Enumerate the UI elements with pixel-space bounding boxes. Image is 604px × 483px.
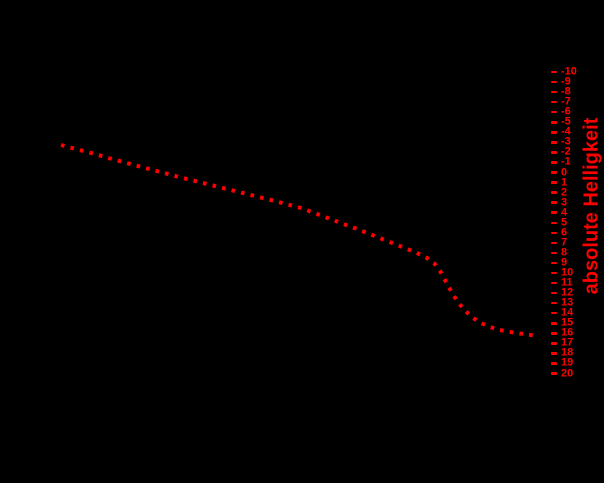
right-axis-tick-label: 14: [561, 306, 574, 319]
right-axis-tick: [550, 181, 557, 184]
right-axis-tick: [550, 332, 557, 335]
right-axis-tick-label: 0: [561, 166, 568, 178]
right-axis-tick-label: -4: [561, 125, 571, 138]
right-axis-tick-label: 7: [561, 236, 568, 249]
right-axis-tick-label: -10: [561, 65, 577, 78]
right-axis-tick-label: 1: [561, 176, 568, 189]
right-axis-tick: [550, 90, 557, 94]
dotted-data-series: [60, 143, 539, 338]
right-axis-tick: [550, 191, 557, 194]
right-axis-tick: [550, 110, 557, 114]
right-axis-tick: [550, 291, 557, 295]
right-axis-tick: [550, 311, 557, 315]
right-axis-tick: [550, 261, 557, 265]
right-axis-tick-label: -2: [561, 145, 571, 158]
right-axis-tick-label: 2: [561, 186, 568, 199]
right-axis-tick: [550, 301, 557, 305]
right-axis-tick: [550, 221, 557, 224]
right-axis-tick-label: 10: [561, 266, 574, 279]
right-axis-tick: [550, 141, 557, 144]
right-axis-tick: [550, 121, 557, 124]
right-axis-tick: [550, 231, 557, 235]
right-axis-tick-label: 8: [561, 246, 568, 259]
right-axis-tick-label: -6: [561, 105, 571, 118]
right-axis-tick-label: 17: [561, 336, 574, 349]
right-axis-tick-label: 20: [561, 367, 574, 379]
right-axis-title: absolute Helligkeit: [580, 117, 603, 295]
right-axis-tick-label: -8: [561, 85, 571, 98]
right-axis-tick: [550, 131, 557, 134]
right-axis-tick: [550, 161, 557, 164]
right-axis-tick: [550, 271, 557, 275]
right-axis-tick-label: -7: [561, 95, 571, 108]
right-axis-tick-label: -3: [561, 135, 571, 148]
right-axis-tick: [550, 171, 557, 174]
right-axis-tick-label: -1: [561, 155, 571, 168]
right-axis-tick-label: 11: [561, 276, 573, 289]
right-axis-tick-label: -5: [561, 115, 571, 128]
right-axis-tick-label: -9: [561, 75, 571, 88]
right-axis-tick: [550, 352, 557, 355]
right-axis-tick-label: 19: [561, 356, 574, 369]
right-axis-tick-label: 6: [561, 226, 568, 239]
right-axis-tick: [550, 251, 557, 255]
right-axis-tick-label: 12: [561, 286, 574, 299]
right-axis-tick-label: 18: [561, 346, 574, 359]
right-axis-tick: [550, 241, 557, 245]
right-axis-tick-label: 5: [561, 216, 568, 229]
right-axis-tick-label: 15: [561, 316, 574, 329]
right-axis-tick: [550, 211, 557, 214]
right-axis-tick: [550, 372, 557, 375]
right-axis-tick-label: 3: [561, 196, 568, 209]
right-axis-tick: [550, 201, 557, 204]
right-axis-tick: [550, 281, 557, 285]
right-axis-tick: [550, 151, 557, 154]
right-axis-tick: [550, 342, 557, 345]
right-axis-tick: [550, 100, 557, 104]
right-axis-tick: [550, 80, 557, 84]
right-axis-tick-label: 13: [561, 296, 574, 309]
right-axis-tick: [550, 362, 557, 365]
right-axis-tick-label: 9: [561, 256, 568, 269]
right-axis-tick-label: 4: [561, 206, 568, 219]
right-axis-tick-label: 16: [561, 326, 574, 339]
right-axis-tick: [550, 70, 557, 74]
right-axis-tick: [550, 322, 557, 325]
